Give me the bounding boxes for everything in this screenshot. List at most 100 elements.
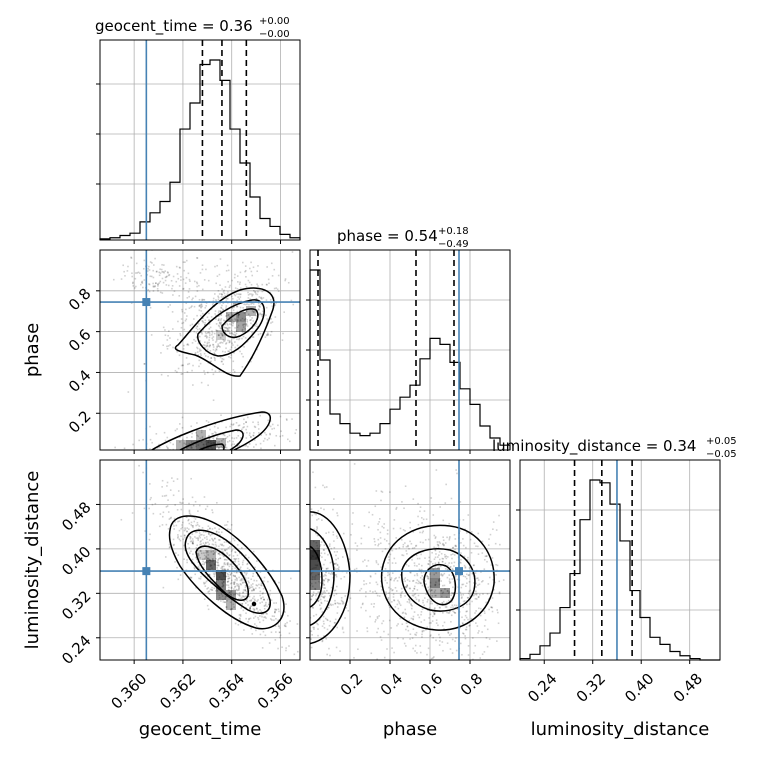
- sample-point: [337, 568, 339, 570]
- sample-point: [447, 569, 449, 571]
- sample-point: [422, 541, 424, 544]
- sample-point: [204, 307, 207, 309]
- sample-point: [268, 603, 270, 606]
- sample-point: [324, 595, 326, 598]
- sample-point: [306, 623, 308, 625]
- sample-point: [234, 558, 237, 560]
- sample-point: [180, 279, 182, 281]
- sample-point: [320, 592, 323, 594]
- sample-point: [262, 566, 265, 569]
- contour-inner: [221, 308, 259, 338]
- sample-point: [344, 550, 346, 552]
- sample-point: [294, 651, 296, 653]
- sample-point: [303, 571, 305, 573]
- sample-point: [439, 606, 441, 609]
- sample-point: [424, 580, 426, 582]
- sample-point: [238, 585, 240, 588]
- sample-point: [382, 620, 385, 622]
- sample-point: [222, 291, 225, 293]
- sample-point: [184, 452, 186, 454]
- sample-point: [205, 336, 208, 339]
- sample-point: [87, 452, 89, 454]
- sample-point: [323, 583, 325, 586]
- sample-point: [203, 496, 206, 498]
- sample-point: [373, 602, 376, 605]
- sample-point: [329, 543, 331, 545]
- sample-point: [237, 624, 240, 626]
- panel-frame: [99, 39, 301, 241]
- sample-point: [196, 346, 198, 349]
- sample-point: [393, 579, 395, 582]
- sample-point: [221, 293, 224, 296]
- sample-point: [246, 431, 248, 434]
- sample-point: [448, 612, 451, 614]
- sample-point: [220, 600, 222, 602]
- sample-point: [179, 539, 182, 542]
- sample-point: [201, 435, 204, 438]
- sample-point: [413, 574, 416, 577]
- sample-point: [463, 600, 466, 602]
- title-geocent-time-sup: +0.00: [259, 16, 290, 27]
- sample-point: [263, 576, 266, 579]
- sample-point: [216, 437, 218, 439]
- sample-point: [219, 258, 222, 260]
- sample-point: [191, 533, 194, 535]
- sample-point: [175, 524, 178, 527]
- sample-point: [214, 537, 216, 540]
- sample-point: [233, 303, 235, 305]
- sample-point: [315, 529, 318, 531]
- sample-point: [220, 306, 222, 309]
- sample-point: [289, 440, 291, 443]
- sample-point: [268, 282, 270, 285]
- sample-point: [218, 318, 220, 320]
- sample-point: [471, 600, 473, 603]
- sample-point: [316, 622, 318, 625]
- sample-point: [138, 439, 140, 442]
- sample-point: [171, 285, 174, 287]
- sample-point: [390, 548, 392, 551]
- sample-point: [236, 554, 239, 557]
- sample-point: [104, 465, 106, 467]
- sample-point: [249, 293, 251, 295]
- sample-point: [433, 591, 436, 593]
- sample-point: [261, 283, 264, 286]
- sample-point: [204, 347, 206, 349]
- sample-point: [224, 596, 227, 598]
- sample-point: [217, 345, 220, 347]
- sample-point: [242, 331, 244, 333]
- sample-point: [242, 324, 244, 326]
- sample-point: [188, 510, 191, 513]
- sample-point: [94, 265, 96, 267]
- sample-point: [412, 615, 415, 618]
- sample-point: [433, 613, 436, 616]
- sample-point: [203, 581, 205, 584]
- sample-point: [241, 428, 243, 431]
- contour-inner: [195, 545, 249, 601]
- sample-point: [487, 583, 490, 585]
- sample-point: [224, 601, 227, 604]
- sample-point: [230, 587, 233, 589]
- sample-point: [201, 320, 203, 322]
- sample-point: [428, 588, 431, 591]
- sample-point: [450, 592, 453, 594]
- sample-point: [213, 552, 216, 554]
- sample-point: [245, 421, 247, 424]
- sample-point: [447, 632, 450, 634]
- sample-point: [366, 630, 369, 633]
- sample-point: [152, 286, 155, 288]
- sample-point: [156, 482, 158, 484]
- sample-point: [446, 642, 449, 644]
- sample-point: [415, 554, 418, 557]
- sample-point: [391, 549, 394, 552]
- sample-point: [151, 503, 154, 506]
- sample-point: [199, 557, 201, 559]
- sample-point: [448, 574, 451, 576]
- sample-point: [218, 345, 220, 347]
- sample-point: [222, 296, 225, 298]
- sample-point: [223, 561, 226, 564]
- sample-point: [251, 589, 254, 592]
- sample-point: [310, 508, 313, 510]
- sample-point: [177, 520, 179, 523]
- sample-point: [168, 474, 170, 476]
- sample-point: [245, 606, 247, 609]
